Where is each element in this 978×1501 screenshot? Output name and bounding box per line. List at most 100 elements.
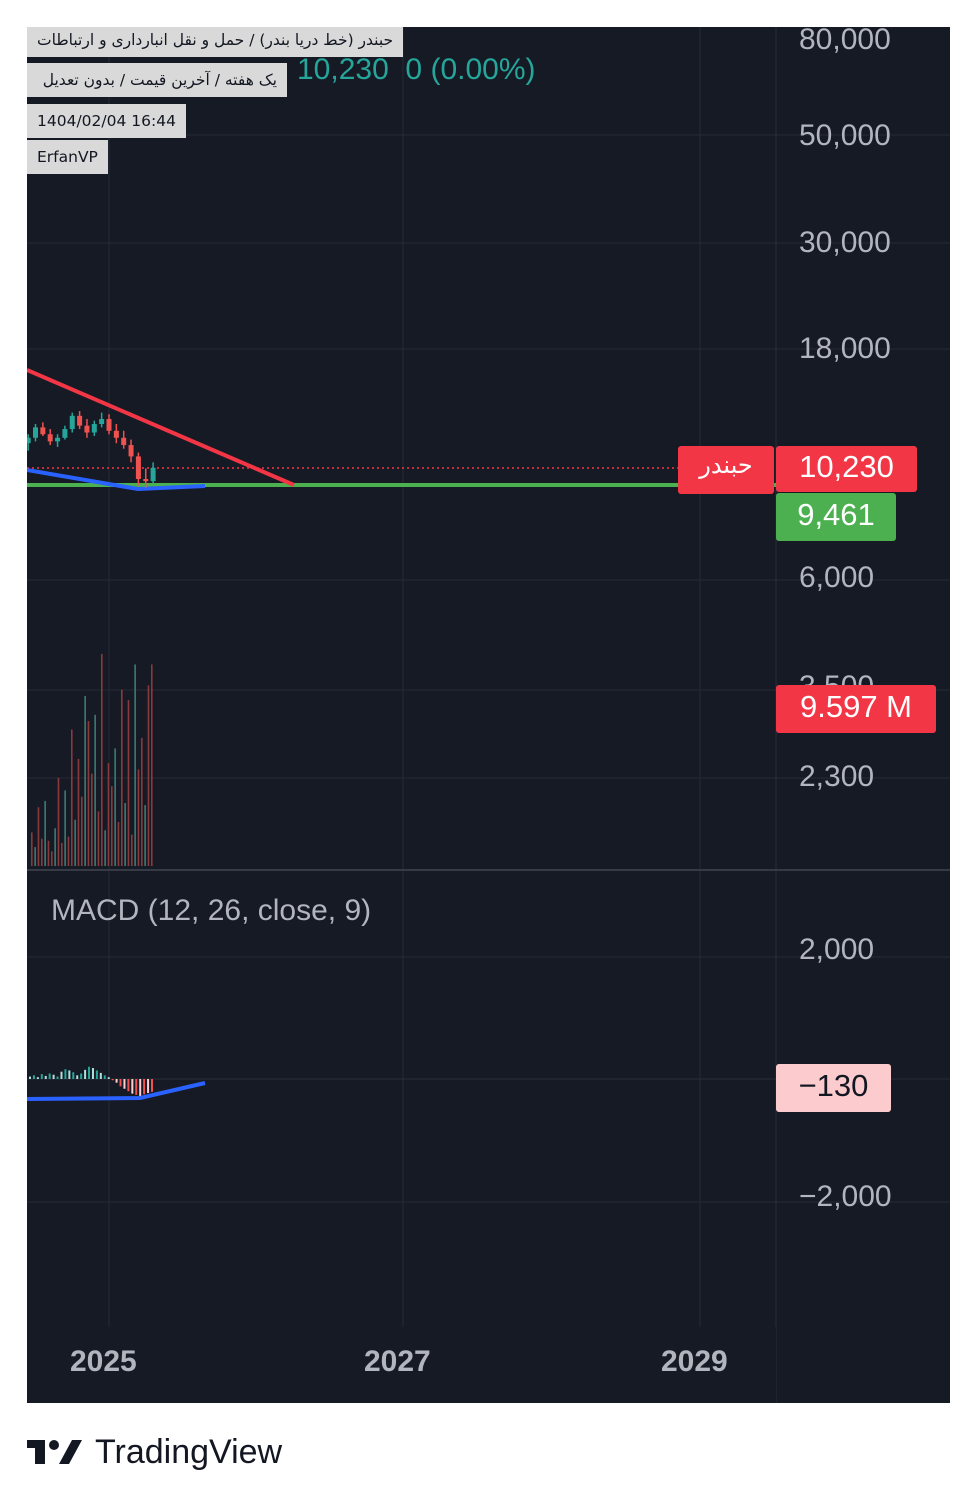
candle-body (99, 419, 105, 424)
candle (62, 425, 68, 440)
volume-bar (87, 721, 90, 866)
volume-bar (144, 805, 146, 866)
volume-bar (81, 796, 83, 866)
volume-bar (147, 685, 150, 866)
macd-bar (95, 1070, 98, 1079)
macd-bar (103, 1075, 106, 1079)
macd-bar (127, 1079, 130, 1092)
volume-bar (74, 819, 76, 866)
last-price-tag[interactable]: 10,230 (776, 446, 917, 492)
macd-bar (151, 1079, 153, 1092)
macd-bar (107, 1077, 110, 1079)
macd-bar (84, 1069, 87, 1079)
time-axis-label: 2027 (364, 1345, 431, 1378)
macd-bar (119, 1079, 122, 1087)
macd-bar (52, 1074, 55, 1079)
volume-bar (104, 830, 106, 866)
brand-footer[interactable]: TradingView (27, 1430, 282, 1474)
time-axis-label: 2029 (661, 1345, 728, 1378)
macd-bar (68, 1070, 71, 1079)
macd-bar (147, 1079, 150, 1094)
macd-bar (88, 1066, 91, 1079)
macd-bar (91, 1068, 94, 1079)
volume-bar (124, 803, 126, 866)
candle-body (40, 427, 46, 435)
candle-body (55, 437, 61, 442)
macd-bar (32, 1075, 35, 1079)
volume-bar (101, 653, 103, 866)
candle-body (69, 415, 75, 430)
candle-body (91, 423, 97, 433)
green-level-tag[interactable]: 9,461 (776, 493, 896, 541)
price-axis-tick: 50,000 (799, 119, 891, 152)
candle-body (77, 415, 83, 426)
volume-bar (111, 786, 113, 866)
candle (40, 422, 46, 437)
candle (27, 434, 31, 451)
candle (77, 411, 83, 430)
candle (91, 420, 97, 437)
info-timeframe: یک هفته / آخرین قیمت / بدون تعدیل (27, 63, 287, 97)
candle-body (84, 425, 90, 433)
candle-body (33, 427, 38, 438)
time-axis-area[interactable] (27, 1327, 776, 1403)
macd-value-tag[interactable]: −130 (776, 1064, 891, 1112)
chart-frame[interactable]: 10,230 0 (0.00%) حبندر (خط دریا بندر) / … (27, 27, 950, 1403)
candle (69, 412, 75, 433)
symbol-tag[interactable]: حبندر (678, 446, 774, 494)
volume-bar (141, 737, 143, 866)
volume-bar (54, 828, 56, 866)
volume-bars (31, 653, 153, 866)
macd-bar (131, 1079, 134, 1094)
price-axis-tick: 30,000 (799, 226, 891, 259)
candles (27, 411, 156, 488)
volume-tag[interactable]: 9.597 M (776, 685, 936, 733)
macd-bar (36, 1077, 39, 1079)
candle-body (113, 430, 119, 438)
volume-bar (71, 729, 73, 866)
macd-bar (80, 1073, 83, 1079)
candle-body (27, 437, 31, 444)
candle-body (143, 478, 149, 482)
volume-bar (64, 790, 66, 866)
candle-body (135, 456, 141, 479)
macd-bar (111, 1079, 114, 1081)
trendline-blue[interactable] (27, 468, 206, 492)
trendline-red[interactable] (27, 368, 295, 487)
macd-bar (115, 1079, 118, 1083)
candle (33, 423, 38, 442)
macd-bar (99, 1072, 102, 1079)
volume-bar (57, 777, 60, 866)
price-axis-tick: 18,000 (799, 332, 891, 365)
volume-bar (31, 832, 33, 866)
candle (121, 430, 127, 449)
candle (135, 452, 141, 486)
volume-bar (151, 664, 153, 866)
macd-bar (60, 1071, 63, 1079)
volume-bar (94, 714, 96, 866)
grid-lines (27, 27, 950, 1327)
candle-body (121, 437, 127, 446)
volume-bar (134, 664, 136, 866)
volume-bar (84, 695, 86, 866)
macd-bar (44, 1075, 47, 1079)
volume-bar (107, 763, 110, 866)
macd-bar (76, 1075, 79, 1079)
info-title: حبندر (خط دریا بندر) / حمل و نقل انباردا… (27, 27, 404, 57)
macd-bar (135, 1079, 138, 1095)
candle (55, 434, 61, 447)
macd-bar (56, 1076, 59, 1079)
macd-label[interactable]: MACD (12, 26, close, 9) (51, 894, 372, 927)
macd-trendline-blue[interactable] (27, 1081, 206, 1101)
volume-bar (61, 842, 63, 866)
time-axis-label: 2025 (70, 1345, 137, 1378)
macd-histogram (29, 1066, 153, 1097)
volume-bar (47, 840, 50, 866)
volume-bar (34, 847, 36, 866)
macd-bar (48, 1073, 51, 1079)
candle (47, 429, 53, 446)
candle (84, 419, 90, 438)
volume-bar (127, 700, 130, 866)
candle (113, 423, 119, 444)
tradingview-logo-icon (27, 1440, 82, 1464)
